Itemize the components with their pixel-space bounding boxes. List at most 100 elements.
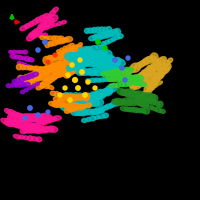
Ellipse shape xyxy=(28,136,33,141)
Ellipse shape xyxy=(141,74,148,78)
Ellipse shape xyxy=(99,78,106,82)
Ellipse shape xyxy=(60,102,67,107)
Ellipse shape xyxy=(150,95,158,102)
Ellipse shape xyxy=(73,104,82,109)
Ellipse shape xyxy=(14,55,19,59)
Ellipse shape xyxy=(48,76,55,82)
Ellipse shape xyxy=(72,52,81,61)
Ellipse shape xyxy=(158,57,166,64)
Ellipse shape xyxy=(58,59,69,69)
Ellipse shape xyxy=(29,33,32,37)
Ellipse shape xyxy=(24,24,31,28)
Ellipse shape xyxy=(130,85,137,90)
Ellipse shape xyxy=(59,66,65,70)
Ellipse shape xyxy=(20,25,28,31)
Ellipse shape xyxy=(41,20,46,26)
Ellipse shape xyxy=(86,93,92,97)
Ellipse shape xyxy=(16,78,21,83)
Ellipse shape xyxy=(46,18,54,25)
Ellipse shape xyxy=(58,36,64,40)
Ellipse shape xyxy=(76,59,85,66)
Ellipse shape xyxy=(39,67,43,71)
Ellipse shape xyxy=(60,105,71,111)
Ellipse shape xyxy=(61,50,66,53)
Ellipse shape xyxy=(86,50,93,57)
Ellipse shape xyxy=(91,92,103,100)
Ellipse shape xyxy=(19,76,24,82)
Ellipse shape xyxy=(83,57,96,66)
Ellipse shape xyxy=(61,49,73,57)
Ellipse shape xyxy=(124,80,131,83)
Ellipse shape xyxy=(92,62,99,68)
Ellipse shape xyxy=(50,69,56,72)
Ellipse shape xyxy=(18,56,23,60)
Ellipse shape xyxy=(62,38,68,43)
Ellipse shape xyxy=(27,65,29,68)
Ellipse shape xyxy=(82,118,87,122)
Point xyxy=(96,40,100,44)
Ellipse shape xyxy=(106,27,111,32)
Ellipse shape xyxy=(29,65,33,69)
Point xyxy=(86,80,90,84)
Ellipse shape xyxy=(122,70,129,77)
Ellipse shape xyxy=(99,90,108,96)
Ellipse shape xyxy=(55,72,61,77)
Ellipse shape xyxy=(20,62,24,66)
Ellipse shape xyxy=(103,59,112,67)
Ellipse shape xyxy=(44,71,49,75)
Ellipse shape xyxy=(159,68,167,76)
Ellipse shape xyxy=(64,56,76,64)
Ellipse shape xyxy=(97,92,103,98)
Ellipse shape xyxy=(128,90,137,98)
Ellipse shape xyxy=(151,73,157,78)
Ellipse shape xyxy=(123,67,131,74)
Point xyxy=(113,58,117,62)
Ellipse shape xyxy=(35,83,40,87)
Ellipse shape xyxy=(71,110,80,116)
Ellipse shape xyxy=(66,48,75,56)
Ellipse shape xyxy=(28,22,34,26)
Ellipse shape xyxy=(114,58,121,65)
Ellipse shape xyxy=(63,59,71,65)
Ellipse shape xyxy=(48,55,58,61)
Ellipse shape xyxy=(36,114,46,122)
Ellipse shape xyxy=(127,83,131,86)
Ellipse shape xyxy=(101,71,110,77)
Ellipse shape xyxy=(92,50,105,58)
Ellipse shape xyxy=(97,109,104,113)
Ellipse shape xyxy=(5,109,11,114)
Ellipse shape xyxy=(99,69,106,75)
Point xyxy=(68,98,72,102)
Ellipse shape xyxy=(153,58,165,67)
Ellipse shape xyxy=(8,120,18,126)
Ellipse shape xyxy=(21,115,28,120)
Ellipse shape xyxy=(138,72,147,81)
Ellipse shape xyxy=(71,63,79,71)
Ellipse shape xyxy=(57,22,62,26)
Ellipse shape xyxy=(44,66,50,69)
Ellipse shape xyxy=(63,70,71,78)
Ellipse shape xyxy=(39,67,49,76)
Ellipse shape xyxy=(28,58,34,62)
Ellipse shape xyxy=(142,67,154,77)
Ellipse shape xyxy=(144,85,153,94)
Ellipse shape xyxy=(133,77,138,81)
Ellipse shape xyxy=(60,96,69,102)
Ellipse shape xyxy=(68,101,78,108)
Ellipse shape xyxy=(9,51,13,53)
Ellipse shape xyxy=(137,75,143,80)
Ellipse shape xyxy=(43,17,50,22)
Ellipse shape xyxy=(42,80,49,86)
Ellipse shape xyxy=(65,103,74,111)
Ellipse shape xyxy=(73,93,78,97)
Ellipse shape xyxy=(136,98,146,106)
Ellipse shape xyxy=(71,102,82,110)
Ellipse shape xyxy=(88,60,94,66)
Ellipse shape xyxy=(29,124,40,131)
Ellipse shape xyxy=(146,56,156,62)
Ellipse shape xyxy=(60,70,66,76)
Ellipse shape xyxy=(52,61,62,69)
Ellipse shape xyxy=(142,93,152,101)
Ellipse shape xyxy=(85,48,90,52)
Ellipse shape xyxy=(101,64,107,70)
